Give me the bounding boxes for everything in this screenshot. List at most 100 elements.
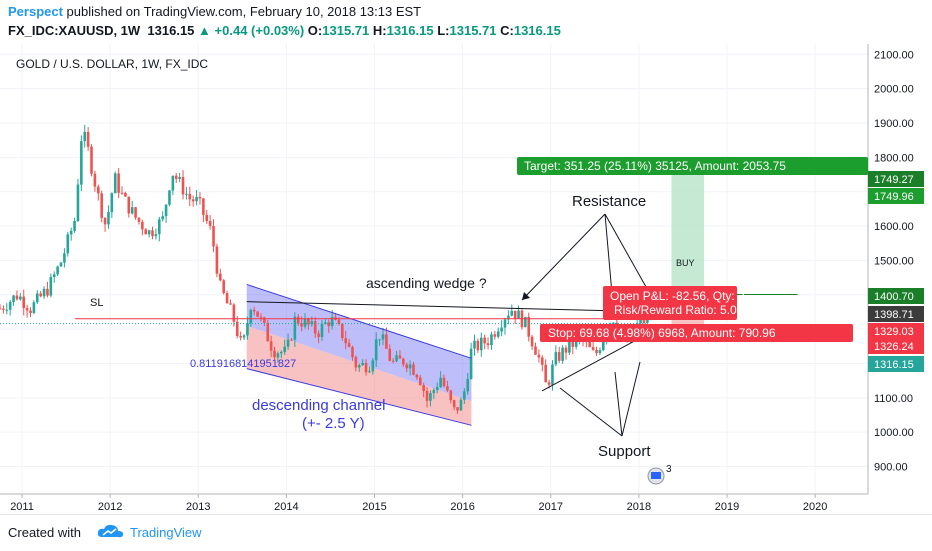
candle-body — [391, 360, 395, 362]
candle-body — [239, 336, 242, 338]
candle-body — [205, 214, 209, 221]
price-tag-bg — [868, 188, 924, 204]
candle-body — [134, 207, 137, 218]
candle-body — [63, 253, 66, 263]
candle-body — [496, 331, 500, 337]
price-tag-label: 1398.71 — [874, 309, 914, 321]
candle-body — [432, 390, 436, 394]
price-tag-bg — [868, 323, 924, 339]
channel-sub-label: (+- 2.5 Y) — [302, 415, 365, 432]
candle-body — [168, 190, 171, 205]
candle-body — [303, 318, 307, 327]
candle-body — [202, 198, 205, 215]
time-tick-label: 2018 — [627, 501, 651, 513]
arrow-head-icon — [522, 292, 530, 300]
price-tag-bg — [868, 171, 924, 187]
channel-upper-zone — [246, 284, 472, 402]
publish-info: published on TradingView.com, February 1… — [62, 4, 422, 19]
candle-body — [476, 340, 480, 351]
price-tick-label: 2100.00 — [874, 49, 914, 61]
wedge-label: ascending wedge ? — [366, 275, 487, 291]
candle-body — [307, 318, 310, 325]
candle-body — [22, 296, 26, 309]
candle-body — [595, 349, 598, 354]
candle-body — [76, 184, 80, 222]
candle-body — [110, 193, 114, 212]
candle-body — [561, 347, 564, 361]
time-tick-label: 2012 — [98, 501, 122, 513]
candle-body — [425, 390, 429, 401]
price-change: +0.44 (+0.03%) — [214, 23, 305, 38]
channel-lower-line — [246, 368, 472, 426]
time-axis[interactable]: 2011 2012 2013 2014 2015 2016 2017 2018 2019 2020 — [10, 494, 827, 513]
candle-body — [124, 192, 127, 197]
price-tick-label: 1600.00 — [874, 221, 914, 233]
candle-body — [395, 355, 398, 362]
candle-body — [290, 339, 293, 341]
candle-body — [113, 173, 117, 194]
candle-body — [449, 390, 453, 401]
candle-body — [256, 311, 259, 317]
high-value: 1316.15 — [386, 23, 434, 38]
sl-label: SL — [90, 297, 103, 309]
candle-body — [49, 277, 53, 296]
candle-body — [551, 364, 554, 385]
candle-body — [35, 293, 39, 303]
open-value: 1315.71 — [322, 23, 370, 38]
candle-body — [357, 365, 361, 368]
open-label: O: — [307, 23, 323, 38]
candle-body — [313, 321, 317, 334]
time-tick-label: 2020 — [803, 501, 827, 513]
candle-body — [269, 341, 273, 351]
candle-body — [215, 246, 219, 274]
candle-body — [371, 360, 375, 372]
candle-body — [90, 146, 93, 174]
candle-body — [439, 377, 442, 388]
author-link[interactable]: Perspect — [8, 4, 63, 19]
candle-body — [381, 334, 385, 340]
price-chart[interactable]: 900.001000.001100.001200.001300.001400.0… — [0, 44, 932, 514]
candle-body — [293, 316, 297, 340]
close-label: C: — [500, 23, 514, 38]
candle-body — [296, 316, 300, 324]
candle-body — [147, 230, 151, 235]
candle-body — [144, 229, 148, 235]
pnl-text: Open P&L: -82.56, Qty: 3 — [610, 289, 745, 303]
candle-body — [486, 343, 490, 346]
candle-body — [544, 364, 547, 383]
candle-body — [317, 333, 320, 337]
time-tick-label: 2013 — [186, 501, 210, 513]
footer: Created with TradingView — [0, 514, 932, 551]
chart-title: GOLD / U.S. DOLLAR, 1W, FX_IDC — [16, 57, 208, 71]
price-tag-label: 1329.03 — [874, 326, 914, 338]
candle-body — [415, 374, 419, 378]
candle-body — [598, 350, 602, 354]
candle-body — [463, 391, 466, 400]
chart-text: GOLD / U.S. DOLLAR, 1W, FX_IDC Resistanc… — [16, 57, 868, 485]
us-flag-icon — [651, 472, 661, 479]
candle-body — [466, 378, 470, 392]
candle-body — [161, 216, 164, 220]
tradingview-link[interactable]: TradingView — [130, 525, 202, 540]
candle-body — [188, 193, 192, 200]
stop-box — [540, 324, 853, 342]
candle-body — [249, 309, 253, 324]
candle-body — [493, 334, 497, 337]
candle-body — [164, 204, 168, 217]
candle-body — [540, 357, 544, 365]
candle-body — [574, 338, 578, 347]
price-tick-label: 1100.00 — [874, 393, 913, 405]
fib-label: 0.8119168141951827 — [190, 358, 296, 370]
candle-body — [490, 334, 493, 346]
candle-body — [452, 400, 456, 408]
candle-body — [591, 347, 595, 350]
candle-body — [56, 266, 59, 275]
candle-body — [361, 362, 364, 366]
candle-body — [93, 173, 97, 187]
candle-body — [171, 175, 175, 191]
time-tick-label: 2011 — [10, 501, 34, 513]
candle-body — [368, 371, 371, 373]
candle-body — [232, 304, 236, 322]
events-count: 3 — [666, 464, 672, 475]
publish-line: Perspect published on TradingView.com, F… — [8, 4, 421, 19]
